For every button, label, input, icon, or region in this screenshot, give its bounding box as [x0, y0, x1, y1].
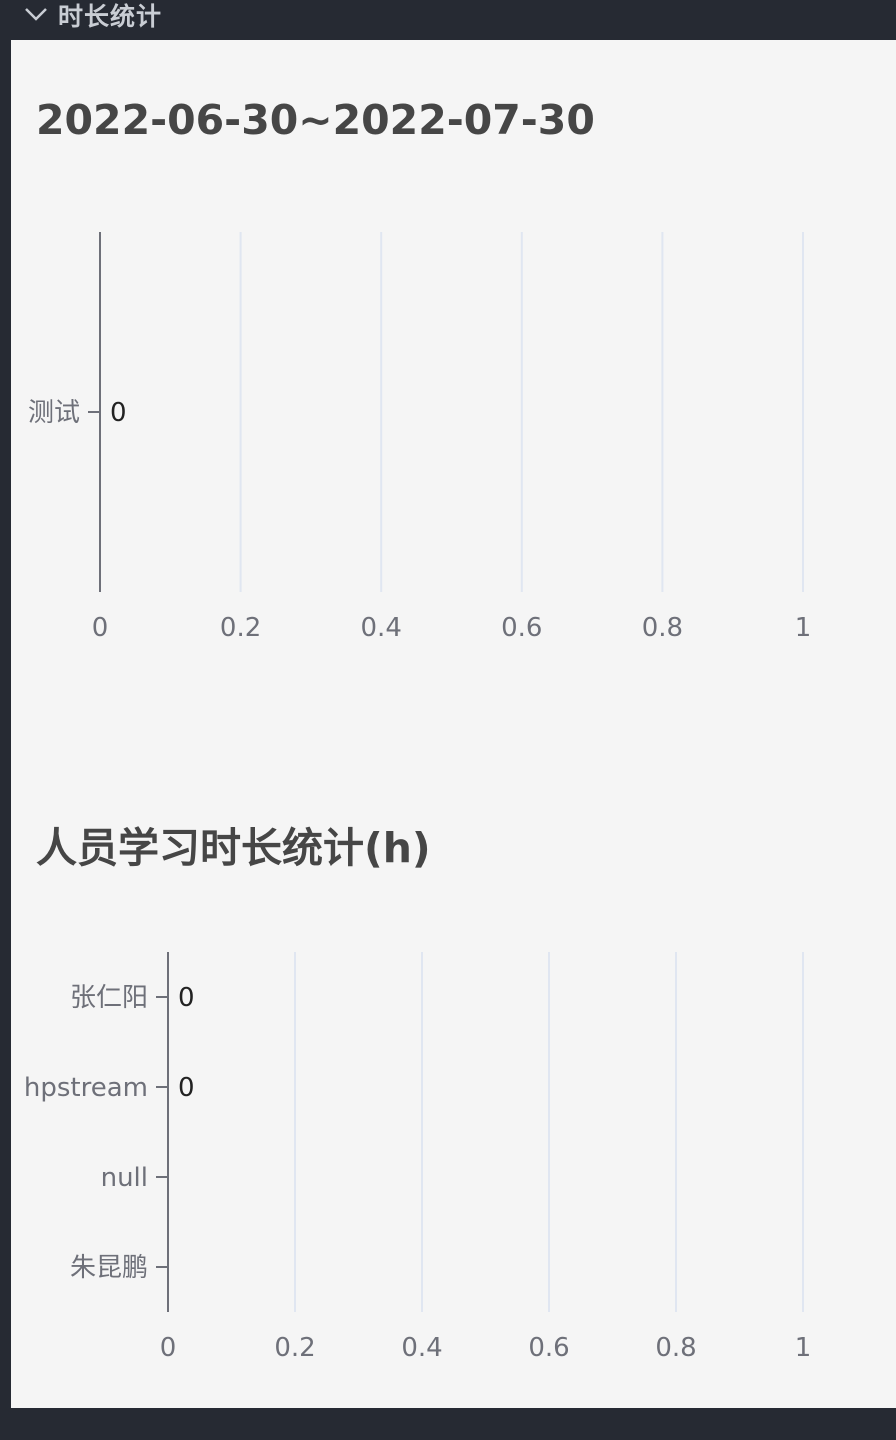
category-label: hpstream	[24, 1073, 148, 1103]
x-tick-label: 1	[795, 1333, 812, 1363]
category-label: null	[101, 1163, 148, 1193]
x-tick-label: 1	[795, 613, 812, 643]
section-header[interactable]: 时长统计	[0, 0, 896, 40]
category-label: 测试	[28, 398, 80, 428]
x-tick-label: 0	[160, 1333, 177, 1363]
x-tick-label: 0.2	[220, 613, 261, 643]
data-label: 0	[178, 1073, 195, 1103]
x-tick-label: 0.6	[528, 1333, 569, 1363]
duration-bar-chart: 0 0.2 0.4 0.6 0.8 1 测试 0	[28, 232, 812, 643]
x-tick-label: 0	[92, 613, 109, 643]
chart-panel: 2022-06-30~2022-07-30 0 0.2 0.4 0.6 0.8 1 测试 0 …	[11, 40, 896, 1408]
data-label: 0	[178, 983, 195, 1013]
chart-title-date-range: 2022-06-30~2022-07-30	[36, 96, 595, 144]
x-tick-label: 0.8	[642, 613, 683, 643]
category-label: 张仁阳	[70, 983, 148, 1013]
category-label: 朱昆鹏	[70, 1253, 148, 1283]
chart-title-user-duration: 人员学习时长统计(h)	[36, 824, 431, 872]
x-tick-label: 0.2	[274, 1333, 315, 1363]
section-title: 时长统计	[58, 2, 163, 31]
chevron-down-icon[interactable]	[24, 4, 48, 24]
x-tick-label: 0.4	[401, 1333, 442, 1363]
user-duration-bar-chart: 0 0.2 0.4 0.6 0.8 1 朱昆鹏 null hpstream 0 张仁阳 0	[24, 952, 812, 1363]
data-label: 0	[110, 398, 127, 428]
x-tick-label: 0.6	[501, 613, 542, 643]
x-tick-label: 0.8	[655, 1333, 696, 1363]
x-tick-label: 0.4	[361, 613, 402, 643]
